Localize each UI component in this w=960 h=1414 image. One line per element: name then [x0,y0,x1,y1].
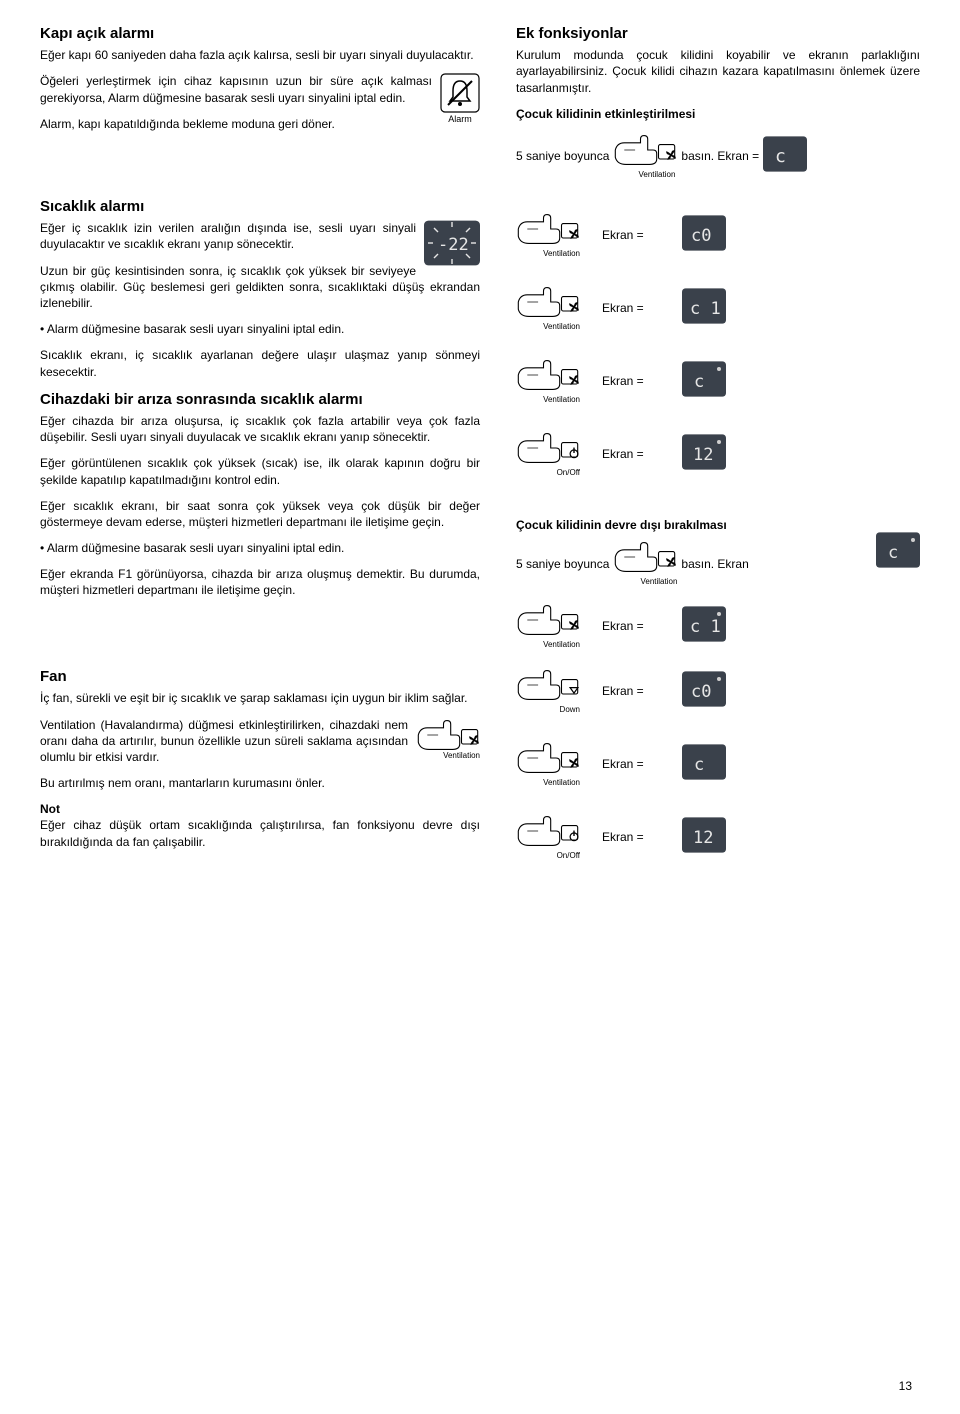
display-minus22: -22 [424,220,480,266]
step-pre-text: 5 saniye boyunca [516,148,609,164]
ekran-label: Ekran = [602,829,644,845]
childlock-enable-heading: Çocuk kilidinin etkinleştirilmesi [516,106,920,122]
door-alarm-p1: Eğer kapı 60 saniyeden daha fazla açık k… [40,47,480,63]
display-c-noled: c [682,744,726,784]
ventilation-label: Ventilation [516,640,580,651]
hand-press-ventilation[interactable]: Ventilation [516,357,580,406]
enable-step5: On/Off Ekran = 12 [516,430,920,479]
page-number: 13 [899,1378,912,1394]
display-12-led: 12 [682,434,726,474]
door-alarm-p2: Öğeleri yerleştirmek için cihaz kapısını… [40,73,480,105]
disable-step5: On/Off Ekran = 12 [516,813,920,862]
svg-text:c0: c0 [691,682,711,702]
step-pre: 5 saniye boyunca [516,556,609,572]
disable-step4: Ventilation Ekran = c [516,740,920,789]
hand-press-ventilation[interactable]: Ventilation [516,211,580,260]
svg-text:c: c [694,372,704,392]
ventilation-label: Ventilation [416,751,480,762]
childlock-disable-heading: Çocuk kilidinin devre dışı bırakılması [516,517,749,533]
display-c-led2: c [876,532,920,572]
heading-fault-alarm: Cihazdaki bir arıza sonrasında sıcaklık … [40,390,480,410]
fan-p3: Bu artırılmış nem oranı, mantarların kur… [40,775,480,791]
display-c-led: c [682,361,726,401]
ventilation-label: Ventilation [613,170,675,181]
enable-step2: Ventilation Ekran = c0 [516,211,920,260]
extra-p1: Kurulum modunda çocuk kilidini koyabilir… [516,47,920,96]
hand-press-ventilation[interactable]: Ventilation [516,740,580,789]
step-post: basın. Ekran [681,556,748,572]
hand-press-ventilation[interactable]: Ventilation [516,602,580,651]
not-label: Not [40,801,480,817]
hand-press-ventilation[interactable]: Ventilation [613,132,677,181]
ekran-label: Ekran = [602,683,644,699]
display-12b: 12 [682,817,726,857]
ekran-label: Ekran = [602,756,644,772]
disable-step3: Down Ekran = c0 [516,667,920,716]
display-c0: c0 [682,215,726,255]
disable-step1: 5 saniye boyunca Ventilation basın. Ekra… [516,539,749,588]
ekran-label: Ekran = [602,446,644,462]
step-post-text: basın. Ekran = [681,148,759,164]
svg-text:c: c [775,146,786,167]
svg-text:c0: c0 [691,226,711,246]
hand-press-ventilation[interactable]: Ventilation [613,539,677,588]
svg-text:12: 12 [693,828,713,848]
fault-p3: Eğer sıcaklık ekranı, bir saat sonra çok… [40,498,480,530]
fault-p4: Eğer ekranda F1 görünüyorsa, cihazda bir… [40,566,480,598]
temp-alarm-p3: Sıcaklık ekranı, iç sıcaklık ayarlanan d… [40,347,480,379]
heading-door-alarm: Kapı açık alarmı [40,24,480,44]
ekran-label: Ekran = [602,227,644,243]
temp-alarm-p1: Eğer iç sıcaklık izin verilen aralığın d… [40,220,480,252]
heading-temp-alarm: Sıcaklık alarmı [40,197,480,217]
onoff-label: On/Off [516,851,580,862]
display-c1b: c 1 [682,606,726,646]
svg-text:c 1: c 1 [690,617,721,637]
ekran-label: Ekran = [602,618,644,634]
temp-alarm-p2: Uzun bir güç kesintisinden sonra, iç sıc… [40,263,480,312]
heading-extra-functions: Ek fonksiyonlar [516,24,920,44]
ventilation-label: Ventilation [613,577,677,588]
ventilation-label: Ventilation [516,395,580,406]
disable-step2: Ventilation Ekran = c 1 [516,602,920,651]
ventilation-label: Ventilation [516,778,580,789]
hand-press-ventilation[interactable]: Ventilation [516,284,580,333]
hand-press-down[interactable]: Down [516,667,580,716]
fan-p2: Ventilation (Havalandırma) düğmesi etkin… [40,717,480,766]
enable-step3: Ventilation Ekran = c 1 [516,284,920,333]
fault-p1: Eğer cihazda bir arıza oluşursa, iç sıca… [40,413,480,445]
hand-press-onoff[interactable]: On/Off [516,813,580,862]
display-c0-led: c0 [682,671,726,711]
ekran-label: Ekran = [602,300,644,316]
ventilation-label: Ventilation [516,322,580,333]
fault-p2: Eğer görüntülenen sıcaklık çok yüksek (s… [40,455,480,487]
display-c: c [763,136,807,176]
ventilation-label: Ventilation [516,249,580,260]
svg-text:12: 12 [693,445,713,465]
svg-text:c 1: c 1 [690,299,721,319]
alarm-button-icon[interactable]: Alarm [440,73,480,125]
alarm-label: Alarm [448,114,472,124]
down-label: Down [516,705,580,716]
hand-ventilation-inline[interactable]: Ventilation [416,717,480,762]
heading-fan: Fan [40,667,480,687]
childlock-enable-step1: 5 saniye boyunca Ventilation basın. Ekra… [516,132,920,181]
enable-step4: Ventilation Ekran = c [516,357,920,406]
temp-alarm-b1: • Alarm düğmesine basarak sesli uyarı si… [40,321,480,337]
svg-text:-22: -22 [438,235,469,255]
fan-p1: İç fan, sürekli ve eşit bir iç sıcaklık … [40,690,480,706]
ekran-label: Ekran = [602,373,644,389]
fault-b1: • Alarm düğmesine basarak sesli uyarı si… [40,540,480,556]
hand-press-onoff[interactable]: On/Off [516,430,580,479]
onoff-label: On/Off [516,468,580,479]
display-c1: c 1 [682,288,726,328]
bell-off-icon [440,73,480,113]
fan-p4: Eğer cihaz düşük ortam sıcaklığında çalı… [40,817,480,849]
svg-text:c: c [888,543,898,563]
door-alarm-p3: Alarm, kapı kapatıldığında bekleme modun… [40,116,480,132]
svg-text:c: c [694,755,704,775]
